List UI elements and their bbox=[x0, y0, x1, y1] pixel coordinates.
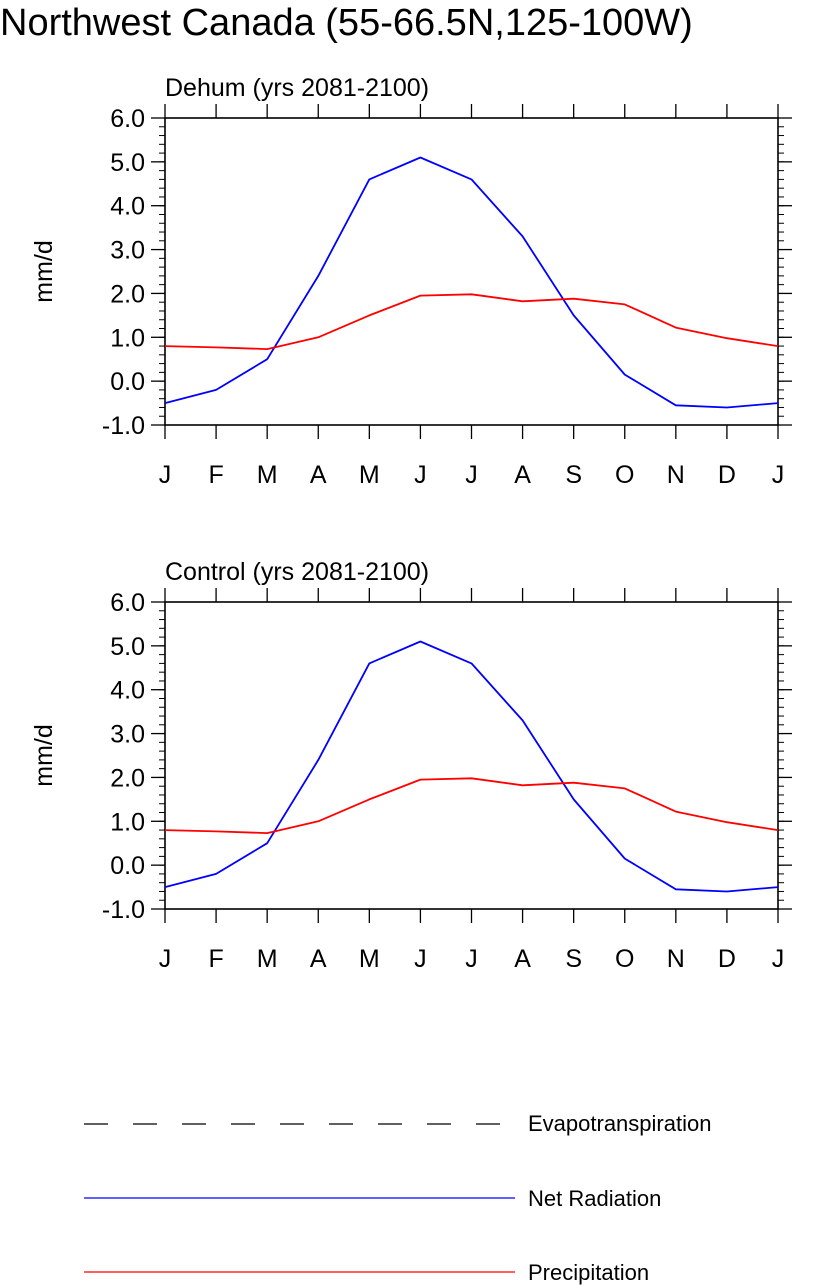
x-tick-label: J bbox=[414, 945, 427, 973]
x-tick-label: S bbox=[565, 461, 582, 489]
x-tick-label: A bbox=[310, 461, 327, 489]
panel-title: Dehum (yrs 2081-2100) bbox=[165, 74, 429, 102]
plot-frame bbox=[164, 117, 779, 426]
y-tick-label: 3.0 bbox=[110, 237, 145, 265]
panel-title: Control (yrs 2081-2100) bbox=[165, 558, 429, 586]
legend: Evapotranspiration Net Radiation Precipi… bbox=[84, 1111, 711, 1285]
legend-label-evapotranspiration: Evapotranspiration bbox=[528, 1111, 711, 1136]
x-tick-label: M bbox=[359, 461, 380, 489]
figure-title: Northwest Canada (55-66.5N,125-100W) bbox=[0, 2, 693, 44]
x-tick-label: O bbox=[615, 461, 634, 489]
x-tick-label: N bbox=[667, 945, 685, 973]
y-tick-label: 5.0 bbox=[110, 633, 145, 661]
y-tick-label: -1.0 bbox=[102, 896, 145, 924]
series-line-net-radiation bbox=[164, 640, 779, 893]
x-tick-label: J bbox=[414, 461, 427, 489]
series-line-precipitation bbox=[164, 777, 779, 834]
y-tick-label: 5.0 bbox=[110, 149, 145, 177]
plot-frame bbox=[164, 601, 779, 910]
y-tick-label: 0.0 bbox=[110, 368, 145, 396]
x-tick-label: J bbox=[159, 945, 172, 973]
series-line-precipitation bbox=[164, 293, 779, 351]
x-tick-label: F bbox=[208, 945, 223, 973]
x-tick-label: J bbox=[465, 945, 478, 973]
legend-label-net-radiation: Net Radiation bbox=[528, 1186, 661, 1211]
y-tick-label: 4.0 bbox=[110, 193, 145, 221]
legend-label-precipitation: Precipitation bbox=[528, 1260, 649, 1285]
y-tick-label: 3.0 bbox=[110, 721, 145, 749]
y-axis-label: mm/d bbox=[30, 240, 58, 303]
panel-control: Control (yrs 2081-2100) mm/d -1.0 0.0 1.0 2.0… bbox=[30, 558, 792, 973]
x-tick-label: M bbox=[257, 461, 278, 489]
x-tick-label: A bbox=[514, 461, 531, 489]
y-tick-label: 4.0 bbox=[110, 677, 145, 705]
panel-dehum: Dehum (yrs 2081-2100) mm/d -1.0 0.0 1.0 2.0 3.… bbox=[30, 74, 792, 489]
x-tick-label: A bbox=[310, 945, 327, 973]
x-tick-label: D bbox=[718, 945, 736, 973]
x-tick-label: D bbox=[718, 461, 736, 489]
x-tick-label: J bbox=[772, 945, 785, 973]
y-tick-label: 6.0 bbox=[110, 105, 145, 133]
y-tick-label: 1.0 bbox=[110, 808, 145, 836]
x-tick-label: M bbox=[359, 945, 380, 973]
x-tick-label: A bbox=[514, 945, 531, 973]
x-tick-label: M bbox=[257, 945, 278, 973]
x-tick-label: N bbox=[667, 461, 685, 489]
x-tick-label: J bbox=[159, 461, 172, 489]
y-axis-label: mm/d bbox=[30, 724, 58, 787]
y-tick-label: 6.0 bbox=[110, 589, 145, 617]
y-tick-label: 1.0 bbox=[110, 324, 145, 352]
x-tick-label: S bbox=[565, 945, 582, 973]
x-tick-label: F bbox=[208, 461, 223, 489]
series-line-net-radiation bbox=[164, 156, 779, 409]
y-tick-label: 2.0 bbox=[110, 764, 145, 792]
y-tick-label: 2.0 bbox=[110, 280, 145, 308]
y-tick-label: -1.0 bbox=[102, 412, 145, 440]
y-tick-label: 0.0 bbox=[110, 852, 145, 880]
x-tick-label: J bbox=[465, 461, 478, 489]
x-tick-label: O bbox=[615, 945, 634, 973]
x-tick-label: J bbox=[772, 461, 785, 489]
